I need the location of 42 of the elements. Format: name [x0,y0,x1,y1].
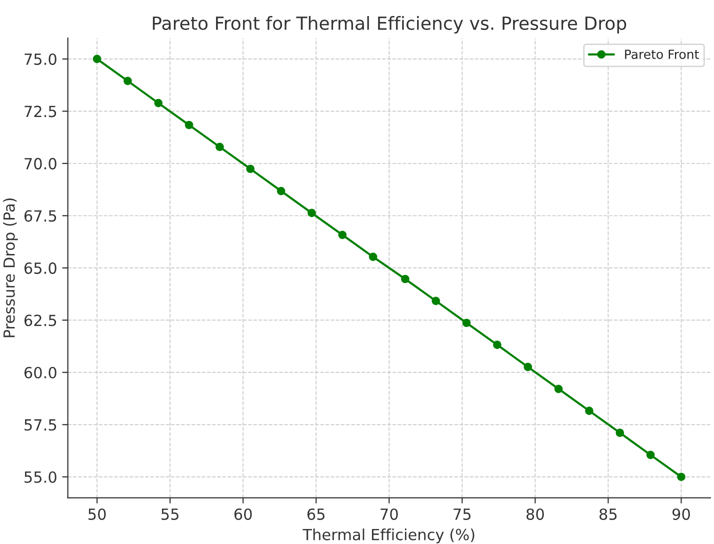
point [462,318,471,328]
x-tick-label: 60 [234,508,252,520]
y-axis-title: Pressure Drop (Pa) [3,198,18,338]
y-tick-label: 57.5 [24,419,56,431]
x-tick-label: 80 [526,508,544,520]
point [338,230,347,240]
point [554,384,563,394]
point [524,362,532,372]
y-tick-label: 75.0 [24,53,56,65]
x-tick-label: 85 [600,508,617,520]
x-tick-label: 70 [380,508,398,520]
x-tick-label: 50 [88,508,106,520]
point [493,340,502,349]
point [646,450,655,460]
y-tick-label: 60.0 [24,366,56,378]
point [246,164,255,174]
point [92,54,102,64]
x-tick-label: 65 [307,508,324,520]
point [368,252,378,262]
point [184,120,194,130]
x-axis-title: Thermal Efficiency (%) [302,528,474,544]
point [401,274,410,284]
legend-label: Pareto Front [625,50,699,60]
x-tick-label: 90 [672,508,690,520]
point [154,98,163,108]
y-tick-label: 70.0 [24,158,56,170]
point [677,472,686,482]
chart-title: Pareto Front for Thermal Efficiency vs. Pressure Drop [152,16,626,34]
y-tick-label: 65.0 [24,262,56,274]
y-tick-label: 67.5 [24,210,56,222]
x-tick-label: 55 [162,508,178,520]
point [585,406,594,416]
point [124,76,132,86]
x-tick-label: 75 [454,508,471,520]
point [432,296,440,306]
point [308,208,316,218]
y-tick-label: 62.5 [24,314,56,326]
point [276,186,286,196]
y-tick-label: 55.0 [24,471,56,483]
point [616,428,624,437]
y-tick-label: 72.5 [24,106,56,118]
point [216,142,224,152]
